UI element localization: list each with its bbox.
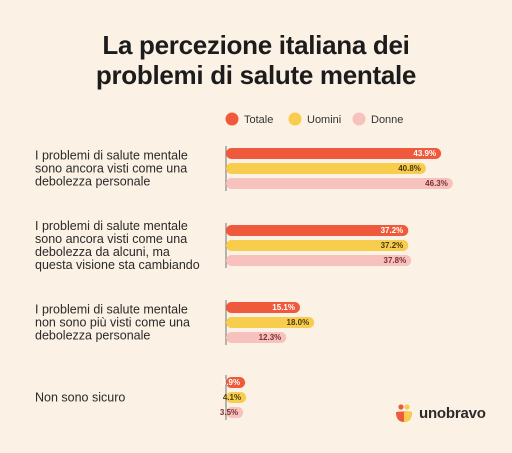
category-label: debolezza personale (35, 175, 150, 189)
data-label-donne: 46.3% (425, 179, 448, 188)
data-label-totale: 37.2% (381, 226, 404, 235)
brand-name: unobravo (419, 404, 486, 422)
category-label: I problemi di salute mentale (35, 303, 188, 317)
data-label-uomini: 40.8% (398, 164, 421, 173)
data-label-donne: 37.8% (384, 256, 407, 265)
data-label-uomini: 18.0% (287, 318, 310, 327)
category-label: non sono più visti come una (35, 316, 190, 330)
category-label: sono ancora visti come una (35, 162, 187, 176)
legend-label-totale: Totale (244, 114, 273, 126)
data-label-totale: 15.1% (272, 303, 295, 312)
bar-donne (226, 178, 453, 189)
bar-totale (226, 302, 300, 313)
chart-title: La percezione italiana dei problemi di s… (0, 30, 512, 90)
unobravo-logo-icon (396, 404, 412, 422)
bar-totale (226, 225, 409, 236)
bar-uomini (226, 163, 426, 174)
data-label-uomini: 37.2% (381, 241, 404, 250)
bar-donne (226, 332, 287, 343)
legend-marker-totale (225, 112, 239, 126)
category-label: sono ancora visti come una (35, 232, 187, 246)
chart-title-line-1: La percezione italiana dei (102, 30, 410, 60)
bar-donne (226, 407, 244, 418)
chart-title-line-2: problemi di salute mentale (95, 60, 417, 90)
category-label: questa visione sta cambiando (35, 258, 200, 272)
data-label-uomini: 4.1% (223, 393, 241, 402)
category-label: I problemi di salute mentale (35, 219, 188, 233)
legend-label-uomini: Uomini (307, 114, 341, 126)
category-label: debolezza da alcuni, ma (35, 245, 170, 259)
bar-uomini (226, 392, 247, 403)
legend-marker-uomini (288, 112, 302, 126)
bar-totale (226, 148, 442, 159)
bar-uomini (226, 317, 315, 328)
bar-totale (226, 377, 246, 388)
data-label-totale: 43.9% (413, 149, 436, 158)
data-label-donne: 12.3% (259, 333, 282, 342)
bar-donne (226, 255, 412, 266)
data-label-donne: 3.5% (220, 408, 238, 417)
category-label: Non sono sicuro (35, 391, 125, 405)
bar-uomini (226, 240, 409, 251)
category-label: I problemi di salute mentale (35, 149, 188, 163)
data-label-totale: 3.9% (222, 378, 240, 387)
legend-marker-donne (352, 112, 366, 126)
category-label: debolezza personale (35, 329, 150, 343)
legend-label-donne: Donne (371, 114, 403, 126)
brand-logo: unobravo (393, 402, 486, 424)
